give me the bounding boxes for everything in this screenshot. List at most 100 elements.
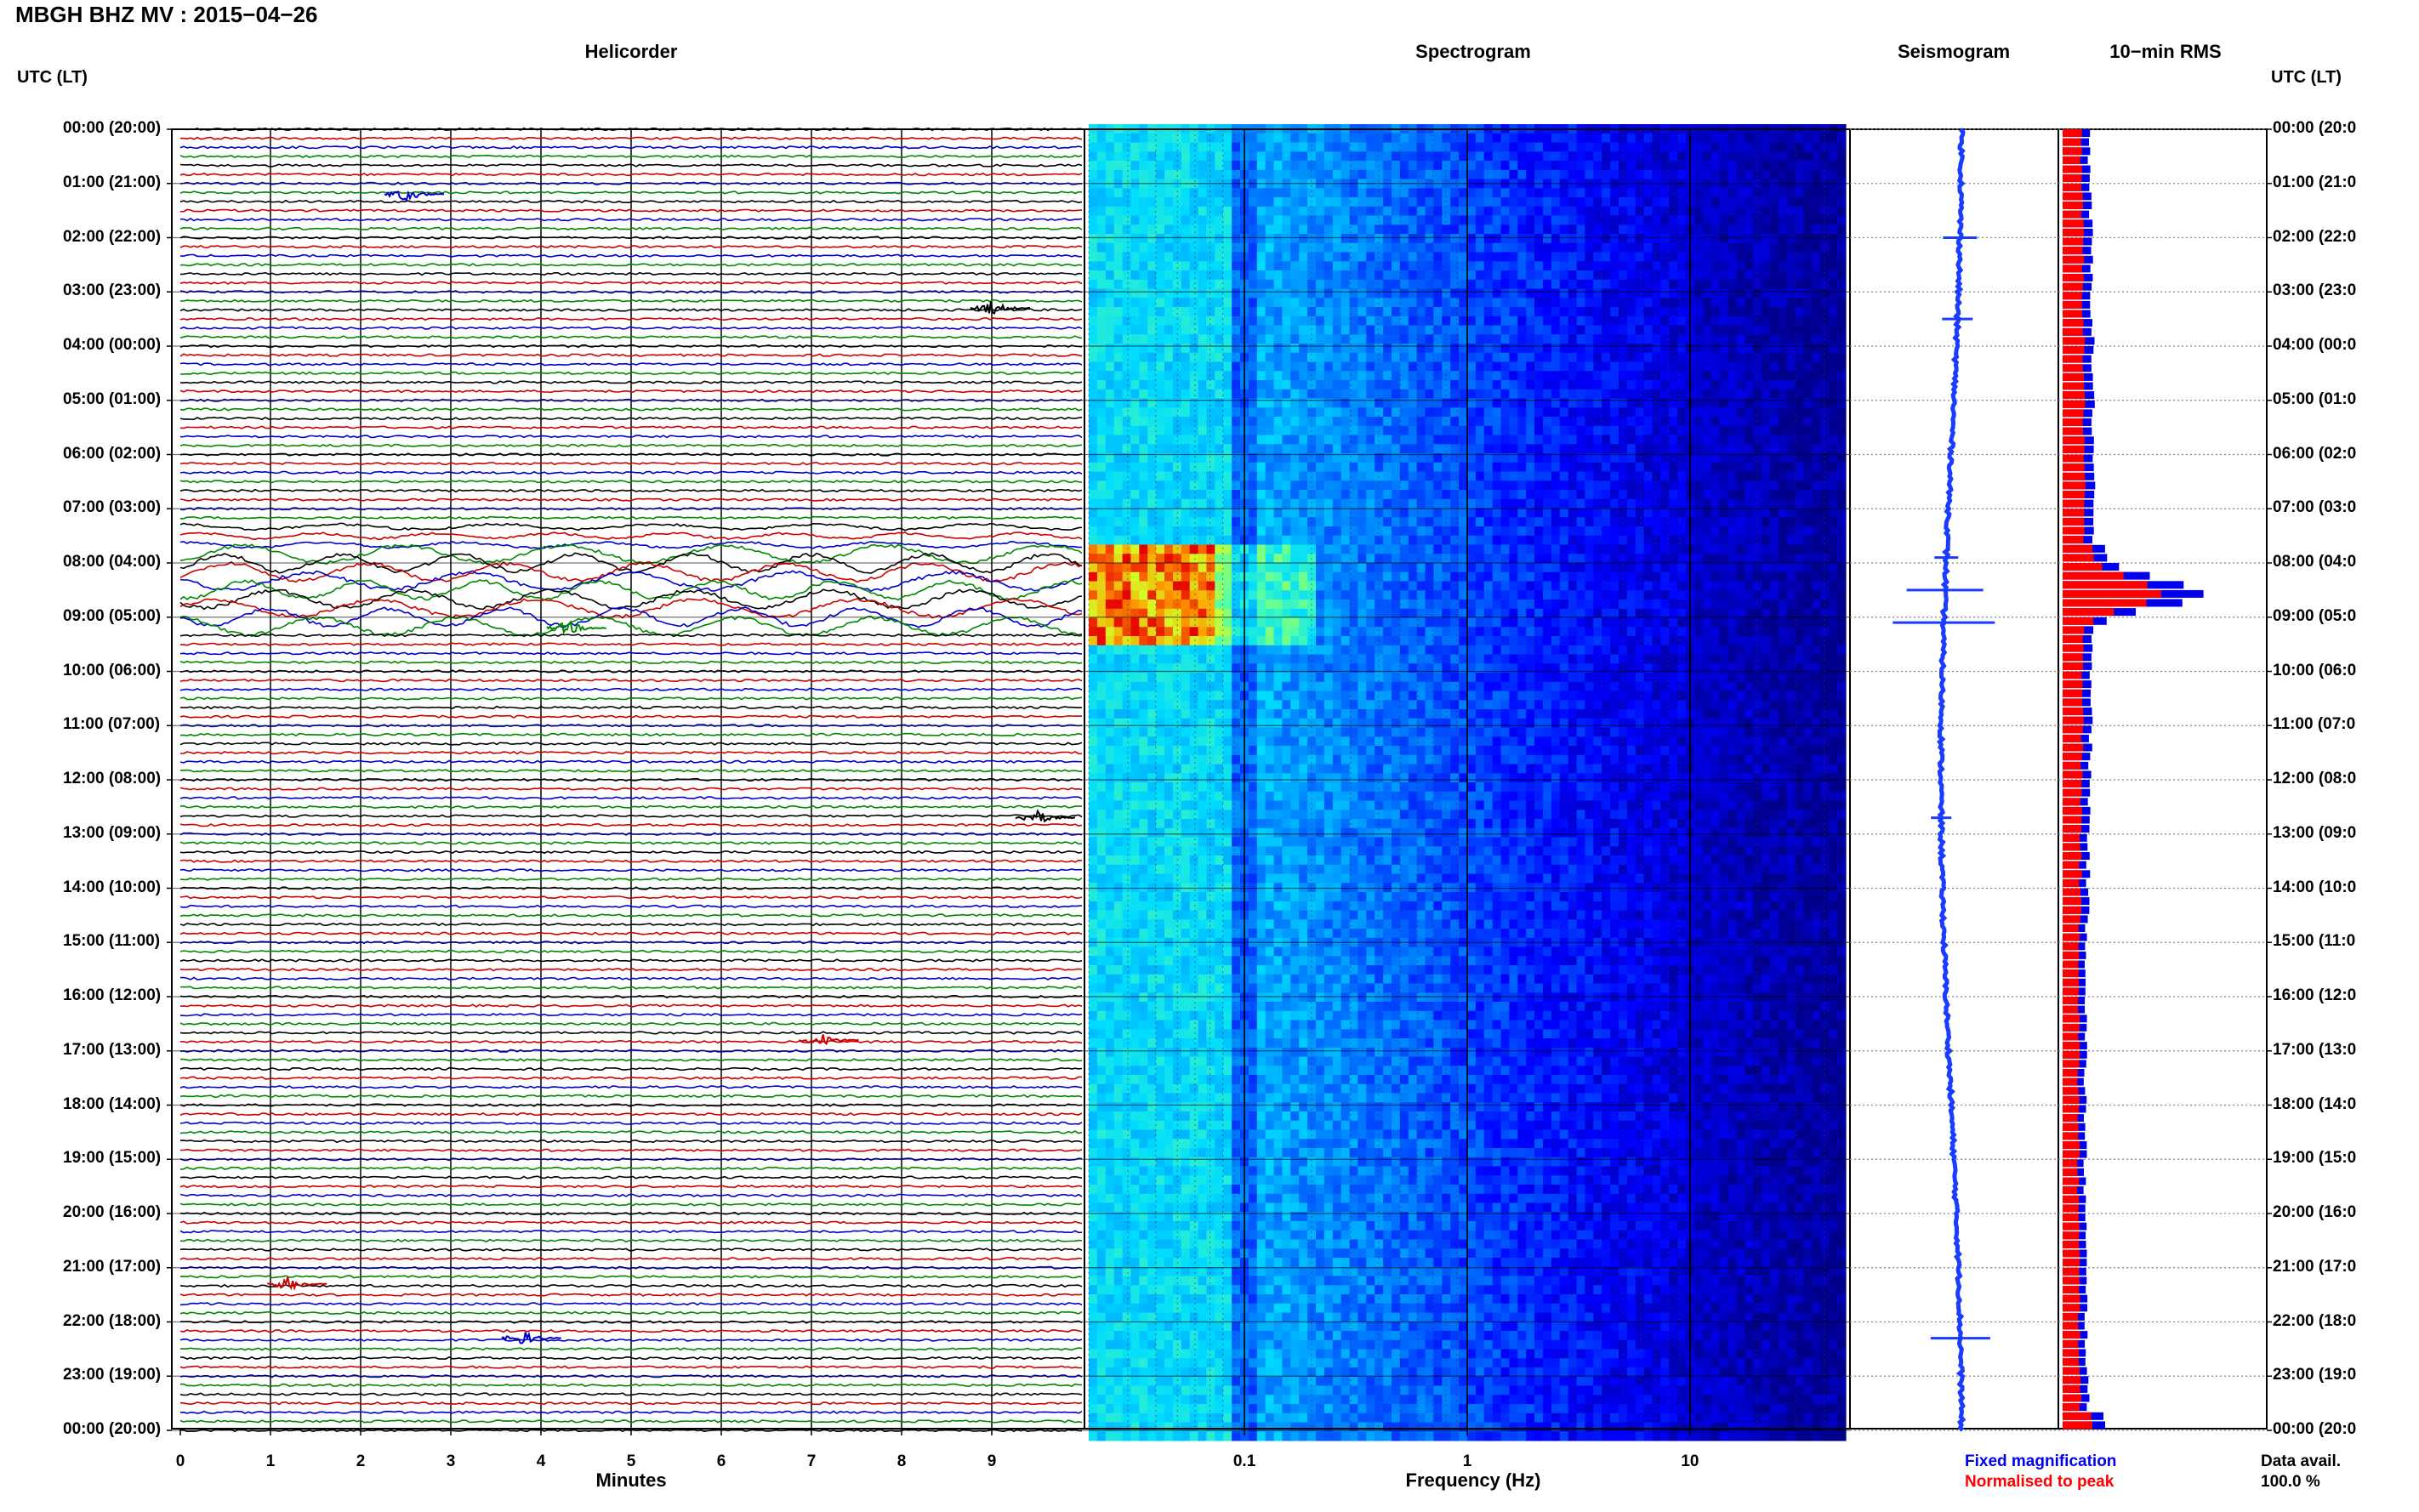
spectrogram-cell [1206,352,1215,362]
spectrogram-cell [1198,517,1208,527]
spectrogram-cell [1778,315,1788,326]
spectrogram-cell [1526,526,1535,537]
spectrogram-cell [1147,444,1157,454]
spectrogram-cell [1433,581,1443,591]
spectrogram-cell [1105,544,1115,554]
spectrogram-cell [1105,133,1115,143]
spectrogram-cell [1559,389,1569,399]
spectrogram-cell [1139,270,1148,281]
spectrogram-cell [1349,270,1359,281]
spectrogram-cell [1433,480,1443,491]
spectrogram-cell [1626,325,1636,335]
spectrogram-cell [1265,517,1275,527]
spectrogram-cell [1256,161,1266,171]
spectrogram-cell [1517,444,1527,454]
spectrogram-cell [1172,526,1182,537]
spectrogram-cell [1290,517,1300,527]
spectrogram-cell [1534,133,1544,143]
spectrogram-cell [1256,526,1266,537]
spectrogram-cell [1323,480,1334,491]
spectrogram-cell [1215,270,1224,281]
spectrogram-cell [1568,480,1578,491]
spectrogram-cell [1517,571,1527,582]
spectrogram-cell [1189,142,1199,152]
spectrogram-cell [1593,352,1602,362]
spectrogram-cell [1265,298,1275,308]
spectrogram-cell [1198,161,1208,171]
spectrogram-cell [1416,600,1426,610]
spectrogram-cell [1316,554,1325,564]
spectrogram-cell [1652,215,1662,225]
spectrogram-cell [1543,462,1552,472]
spectrogram-cell [1837,608,1847,618]
spectrogram-cell [1509,380,1518,390]
spectrogram-cell [1593,188,1602,198]
spectrogram-cell [1383,471,1392,481]
spectrogram-cell [1660,325,1670,335]
spectrogram-cell [1383,498,1392,509]
spectrogram-cell [1753,298,1762,308]
spectrogram-cell [1837,398,1847,408]
spectrogram-cell [1626,389,1636,399]
spectrogram-cell [1340,425,1351,435]
spectrogram-cell [1416,252,1426,262]
spectrogram-cell [1745,389,1754,399]
spectrogram-cell [1652,234,1662,244]
spectrogram-cell [1332,361,1342,372]
spectrogram-cell [1122,435,1132,445]
spectrogram-cell [1408,352,1418,362]
spectrogram-cell [1517,554,1527,564]
spectrogram-cell [1416,279,1426,289]
spectrogram-cell [1534,425,1544,435]
spectrogram-cell [1753,571,1762,582]
spectrogram-cell [1349,490,1359,500]
spectrogram-cell [1770,344,1779,354]
spectrogram-cell [1483,252,1494,262]
spectrogram-cell [1736,288,1745,298]
spectrogram-cell [1248,352,1258,362]
spectrogram-cell [1652,389,1662,399]
spectrogram-cell [1610,270,1619,281]
spectrogram-cell [1096,425,1107,435]
spectrogram-cell [1585,142,1594,152]
spectrogram-cell [1559,242,1569,253]
spectrogram-cell [1702,435,1712,445]
spectrogram-cell [1602,544,1611,554]
spectrogram-cell [1500,600,1511,610]
spectrogram-cell [1829,215,1838,225]
spectrogram-cell [1357,554,1367,564]
spectrogram-cell [1399,407,1409,418]
spectrogram-cell [1795,471,1805,481]
spectrogram-cell [1795,526,1805,537]
spectrogram-cell [1492,425,1502,435]
spectrogram-cell [1517,417,1527,427]
time-label-left: 14:00 (10:00) [63,878,162,896]
spectrogram-cell [1223,315,1232,326]
spectrogram-cell [1719,380,1729,390]
spectrogram-cell [1139,344,1148,354]
spectrogram-cell [1745,315,1754,326]
spectrogram-cell [1568,288,1578,298]
spectrogram-cell [1156,590,1165,600]
spectrogram-cell [1837,380,1847,390]
spectrogram-cell [1450,225,1460,235]
spectrogram-cell [1299,242,1308,253]
spectrogram-cell [1534,435,1544,445]
spectrogram-cell [1559,617,1569,628]
spectrogram-cell [1526,197,1535,207]
spectrogram-cell [1299,389,1308,399]
spectrogram-cell [1753,444,1762,454]
spectrogram-cell [1232,398,1241,408]
spectrogram-cell [1745,261,1754,271]
spectrogram-cell [1803,435,1813,445]
spectrogram-cell [1660,453,1670,463]
spectrogram-cell [1399,508,1409,518]
spectrogram-cell [1416,444,1426,454]
spectrogram-cell [1189,169,1199,179]
spectrogram-cell [1534,142,1544,152]
spectrogram-cell [1349,334,1359,344]
spectrogram-cell [1559,480,1569,491]
spectrogram-cell [1105,352,1115,362]
spectrogram-cell [1635,288,1645,298]
spectrogram-cell [1349,444,1359,454]
